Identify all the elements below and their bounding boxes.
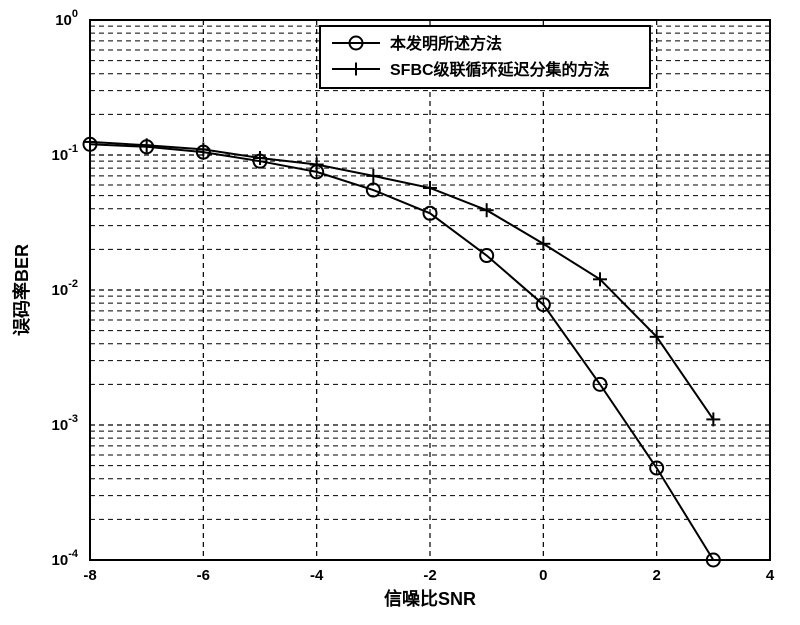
legend-label: SFBC级联循环延迟分集的方法 [390, 60, 610, 79]
y-axis-label: 误码率BER [11, 244, 32, 336]
x-tick-label: -8 [83, 567, 96, 584]
y-tick-label: 10-2 [52, 278, 78, 299]
legend: 本发明所述方法 SFBC级联循环延迟分集的方法 [320, 26, 650, 88]
legend-label: 本发明所述方法 [390, 34, 502, 53]
x-tick-label: 0 [539, 567, 547, 584]
y-tick-label: 10-1 [52, 143, 78, 164]
x-tick-label: 4 [766, 567, 775, 584]
series-1 [83, 135, 720, 426]
x-axis-label: 信噪比SNR [384, 588, 476, 609]
x-tick-label: 2 [652, 567, 660, 584]
y-tick-label: 10-3 [52, 413, 78, 434]
x-tick-label: -4 [310, 567, 324, 584]
y-tick-label: 10-4 [52, 548, 79, 569]
x-tick-label: -2 [423, 567, 436, 584]
x-tick-label: -6 [197, 567, 210, 584]
y-tick-label: 100 [55, 8, 78, 29]
series-group [83, 135, 720, 567]
series-0 [84, 138, 720, 567]
grid [90, 20, 770, 560]
ber-vs-snr-chart: -8 -6 -4 -2 0 2 4 10-4 10-3 10-2 10-1 100 信噪比SNR 误码率B… [0, 0, 800, 625]
